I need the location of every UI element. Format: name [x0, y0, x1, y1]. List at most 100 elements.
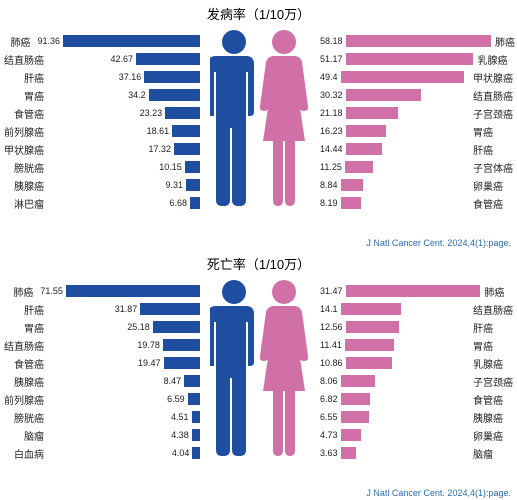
bar-row: 肝癌12.56	[317, 318, 517, 336]
bar-row: 食管癌 23.23	[0, 104, 200, 122]
value-label: 8.06	[317, 376, 341, 386]
value-label: 42.67	[107, 54, 136, 64]
bar	[341, 447, 357, 459]
incidence-chart: 发病率（1/10万） 肺癌91.36结直肠癌42.67肝癌37.16胃癌34.2…	[0, 0, 517, 250]
category-label: 胰腺癌	[469, 410, 517, 425]
bar-area: 31.47	[317, 285, 480, 297]
bar-row: 脑瘤4.38	[0, 426, 200, 444]
bar-area: 4.73	[317, 429, 469, 441]
bar	[174, 143, 200, 155]
bar-area: 25.18	[48, 321, 200, 333]
bar-row: 结直肠癌30.32	[317, 86, 517, 104]
category-label: 结直肠癌	[469, 302, 517, 317]
category-label: 膀胱癌	[0, 160, 48, 175]
bar	[165, 107, 200, 119]
value-label: 8.19	[317, 198, 341, 208]
bar-area: 51.17	[317, 53, 473, 65]
bar-row: 胰腺癌9.31	[0, 176, 200, 194]
value-label: 49.4	[317, 72, 341, 82]
bar-row: 肺癌58.18	[317, 32, 517, 50]
bar	[63, 35, 200, 47]
bar-row: 食管癌19.47	[0, 354, 200, 372]
bar-area: 58.18	[317, 35, 491, 47]
value-label: 11.41	[317, 340, 345, 350]
bar-row: 白血病4.04	[0, 444, 200, 462]
value-label: 6.68	[166, 198, 190, 208]
bar-row: 乳腺癌10.86	[317, 354, 517, 372]
value-label: 4.51	[168, 412, 192, 422]
value-label: 6.55	[317, 412, 341, 422]
bar-area: 21.18	[317, 107, 469, 119]
bar-row: 子宫体癌11.25	[317, 158, 517, 176]
category-label: 胃癌	[0, 320, 48, 335]
male-silhouette-icon	[210, 28, 258, 206]
bar	[140, 303, 200, 315]
bar	[345, 161, 373, 173]
male-silhouette-icon	[210, 278, 258, 456]
value-label: 30.32	[317, 90, 346, 100]
bar-area: 8.19	[317, 197, 469, 209]
value-label: 58.18	[317, 36, 346, 46]
value-label: 8.47	[161, 376, 185, 386]
bar	[346, 89, 422, 101]
bar-row: 肝癌31.87	[0, 300, 200, 318]
bar	[184, 375, 200, 387]
bar	[66, 285, 200, 297]
bar	[188, 393, 200, 405]
bar-area: 6.82	[317, 393, 469, 405]
category-label: 卵巢癌	[469, 178, 517, 193]
female-silhouette-icon	[260, 28, 308, 206]
bar-row: 胰腺癌8.47	[0, 372, 200, 390]
value-label: 23.23	[137, 108, 166, 118]
bar	[153, 321, 200, 333]
bar-area: 4.51	[48, 411, 200, 423]
bar-row: 卵巢癌4.73	[317, 426, 517, 444]
bar-area: 6.55	[317, 411, 469, 423]
value-label: 6.82	[317, 394, 341, 404]
bar-row: 膀胱癌4.51	[0, 408, 200, 426]
bar-area: 42.67	[48, 53, 200, 65]
category-label: 脑瘤	[469, 446, 517, 461]
category-label: 肝癌	[469, 320, 517, 335]
category-label: 胰腺癌	[0, 178, 48, 193]
bar-row: 子宫颈癌8.06	[317, 372, 517, 390]
category-label: 食管癌	[0, 356, 48, 371]
value-label: 10.86	[317, 358, 346, 368]
bar	[341, 411, 369, 423]
bar-row: 脑瘤3.63	[317, 444, 517, 462]
bar-row: 甲状腺癌49.4	[317, 68, 517, 86]
value-label: 51.17	[317, 54, 346, 64]
bar-area: 3.63	[317, 447, 469, 459]
category-label: 肺癌	[480, 284, 517, 299]
bar-area: 31.87	[48, 303, 200, 315]
bar-row: 肺癌31.47	[317, 282, 517, 300]
bar	[192, 411, 200, 423]
bar	[186, 179, 200, 191]
category-label: 结直肠癌	[0, 338, 48, 353]
bar-area: 10.86	[317, 357, 469, 369]
bar-area: 8.84	[317, 179, 469, 191]
value-label: 14.1	[317, 304, 341, 314]
bar-row: 甲状腺癌17.32	[0, 140, 200, 158]
bar	[346, 357, 393, 369]
bar	[341, 71, 465, 83]
bar-area: 6.59	[48, 393, 200, 405]
bar-area: 14.44	[317, 143, 469, 155]
category-label: 脑瘤	[0, 428, 48, 443]
category-label: 食管癌	[0, 106, 48, 121]
bar-row: 食管癌 6.82	[317, 390, 517, 408]
category-label: 胃癌	[0, 88, 48, 103]
category-label: 胃癌	[469, 338, 517, 353]
bar	[144, 71, 200, 83]
category-label: 肝癌	[469, 142, 517, 157]
bar-row: 胰腺癌 6.55	[317, 408, 517, 426]
citation: J Natl Cancer Cent. 2024,4(1):page.	[366, 488, 511, 498]
bar-row: 胃癌25.18	[0, 318, 200, 336]
bar-row: 乳腺癌51.17	[317, 50, 517, 68]
category-label: 食管癌	[469, 392, 517, 407]
bar-row: 结直肠癌19.78	[0, 336, 200, 354]
bar-area: 8.06	[317, 375, 469, 387]
bar-area: 4.04	[48, 447, 200, 459]
category-label: 肝癌	[0, 70, 48, 85]
bar	[149, 89, 200, 101]
